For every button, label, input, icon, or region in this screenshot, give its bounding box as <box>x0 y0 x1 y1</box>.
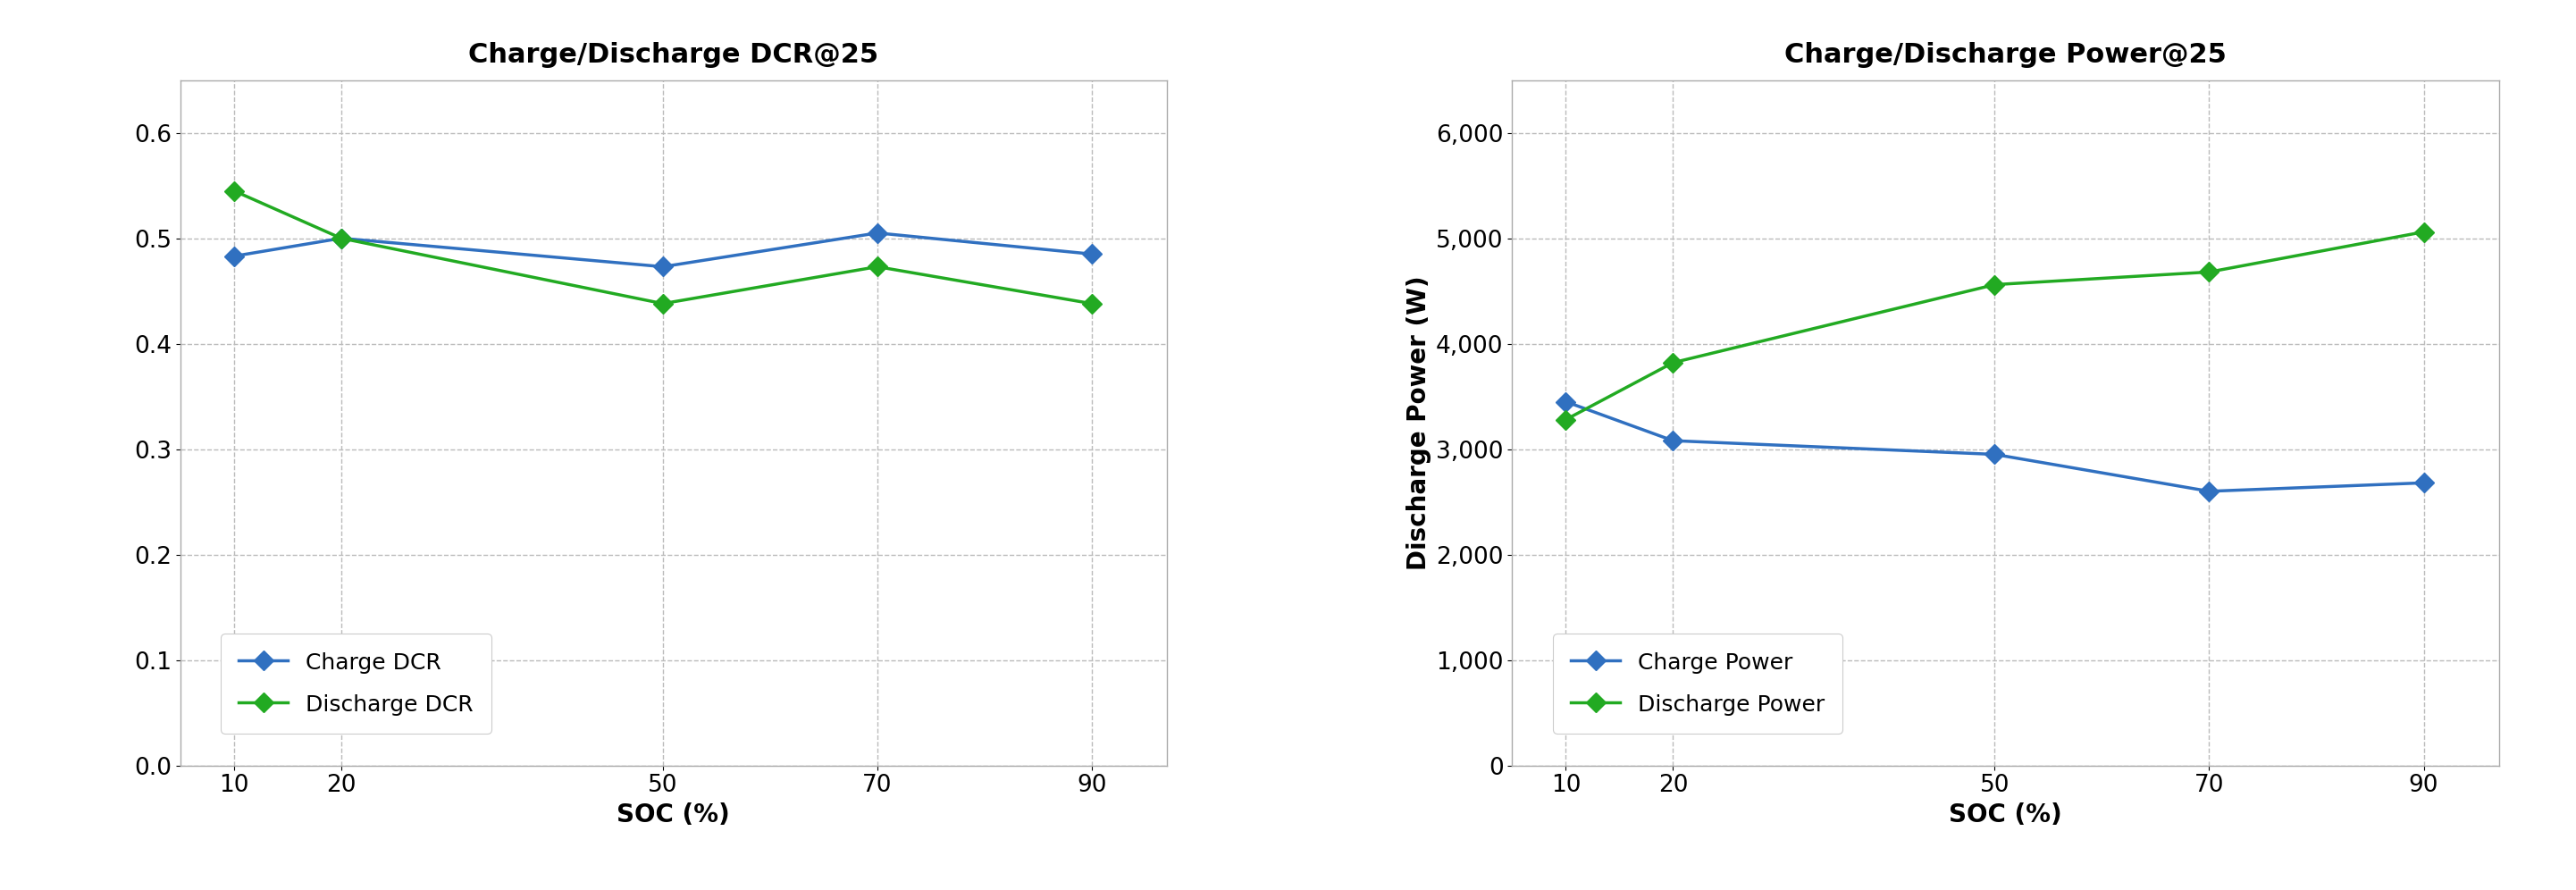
Charge Power <box>2195 486 2226 497</box>
Charge Power <box>1978 449 2009 460</box>
Charge Power <box>2409 478 2439 489</box>
Discharge Power <box>1656 357 1687 368</box>
Discharge Power <box>2195 267 2226 278</box>
X-axis label: SOC (%): SOC (%) <box>1950 802 2061 828</box>
Charge DCR <box>647 262 677 272</box>
Charge Power <box>1551 396 1582 407</box>
Line: Charge Power: Charge Power <box>1558 395 2432 498</box>
Charge DCR <box>219 251 250 262</box>
Title: Charge/Discharge DCR@25: Charge/Discharge DCR@25 <box>469 42 878 69</box>
Title: Charge/Discharge Power@25: Charge/Discharge Power@25 <box>1785 42 2226 69</box>
Legend: Charge Power, Discharge Power: Charge Power, Discharge Power <box>1553 634 1842 733</box>
Line: Charge DCR: Charge DCR <box>227 226 1097 273</box>
Discharge DCR <box>219 185 250 196</box>
Charge Power <box>1656 435 1687 446</box>
Discharge DCR <box>1077 298 1108 309</box>
Charge DCR <box>325 233 355 244</box>
Legend: Charge DCR, Discharge DCR: Charge DCR, Discharge DCR <box>222 634 492 733</box>
Discharge Power <box>1978 279 2009 290</box>
Discharge Power <box>1551 414 1582 425</box>
Charge DCR <box>1077 248 1108 259</box>
Charge DCR <box>863 228 894 239</box>
Discharge DCR <box>647 298 677 309</box>
Discharge Power <box>2409 227 2439 238</box>
X-axis label: SOC (%): SOC (%) <box>618 802 729 828</box>
Y-axis label: Discharge Power (W): Discharge Power (W) <box>1406 276 1432 570</box>
Discharge DCR <box>325 233 355 244</box>
Line: Discharge DCR: Discharge DCR <box>227 184 1097 311</box>
Discharge DCR <box>863 262 894 272</box>
Line: Discharge Power: Discharge Power <box>1558 225 2432 426</box>
